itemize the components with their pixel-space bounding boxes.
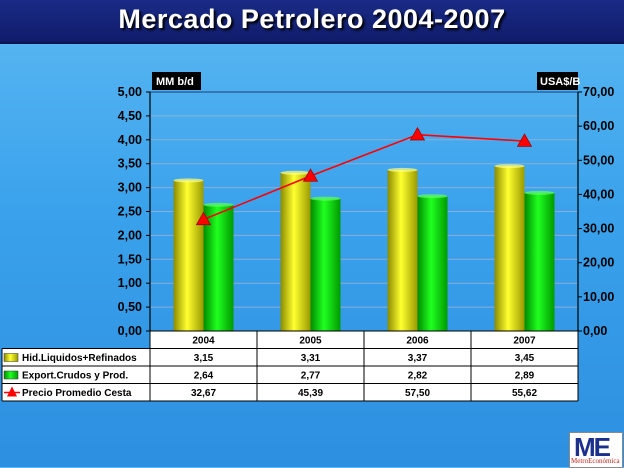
- left-axis-label-box: [152, 72, 201, 90]
- table-value-cell: 2,82: [408, 371, 428, 382]
- table-value-cell: 32,67: [191, 388, 216, 399]
- price-marker: [516, 133, 533, 147]
- bar-top: [417, 194, 448, 199]
- price-marker: [409, 126, 426, 141]
- legend-key-marker: [7, 386, 17, 397]
- left-axis-tick-label: 2,50: [118, 205, 142, 219]
- table-value-cell: 3,15: [194, 353, 214, 364]
- table-header-cell: 2006: [406, 336, 429, 347]
- bar-hid-liquidos: [173, 180, 204, 331]
- table-header-cell: 2004: [192, 336, 215, 347]
- left-axis-tick-label: 1,00: [118, 276, 142, 290]
- title-bar: Mercado Petrolero 2004-2007: [0, 0, 624, 44]
- bar-hid-liquidos: [387, 169, 418, 331]
- table-value-cell: 3,31: [301, 353, 321, 364]
- left-axis-tick-label: 4,00: [118, 133, 142, 147]
- right-axis-tick-label: 10,00: [583, 290, 614, 304]
- logo-mark: ME: [574, 432, 611, 462]
- bar-export-crudos: [524, 192, 555, 331]
- right-axis-tick-label: 20,00: [583, 256, 614, 270]
- table-header-cell: 2005: [299, 336, 322, 347]
- bar-top: [203, 202, 234, 207]
- left-axis-tick-label: 0,50: [118, 300, 142, 314]
- left-axis-label: MM b/d: [156, 76, 194, 88]
- bar-export-crudos: [417, 196, 448, 331]
- price-marker: [302, 168, 319, 182]
- metroeconomica-logo: ME MetroEconómica: [569, 432, 623, 468]
- legend-key: [3, 370, 19, 380]
- left-axis-tick-label: 5,00: [118, 85, 142, 99]
- legend-entry: Export.Crudos y Prod.: [22, 371, 128, 382]
- table-value-cell: 3,37: [408, 353, 428, 364]
- right-axis-tick-label: 60,00: [583, 119, 614, 133]
- price-line: [203, 133, 525, 221]
- bar-top: [173, 178, 204, 183]
- right-axis-label: USA$/B: [540, 76, 580, 88]
- price-marker: [195, 211, 212, 226]
- right-axis-tick-label: 50,00: [583, 153, 614, 167]
- left-axis-tick-label: 3,00: [118, 181, 142, 195]
- left-axis-tick-label: 3,50: [118, 157, 142, 171]
- bar-export-crudos: [310, 198, 341, 331]
- right-axis-tick-label: 70,00: [583, 85, 614, 99]
- bar-top: [494, 164, 525, 169]
- legend-key: [3, 353, 19, 362]
- table-header-cell: 2007: [513, 336, 536, 347]
- left-axis-tick-label: 0,00: [118, 324, 142, 338]
- table-value-cell: 2,77: [301, 371, 321, 382]
- table-value-cell: 2,89: [515, 371, 535, 382]
- table-value-cell: 45,39: [298, 388, 323, 399]
- page-title: Mercado Petrolero 2004-2007: [118, 4, 506, 34]
- bar-top: [387, 167, 418, 172]
- right-axis-tick-label: 30,00: [583, 222, 614, 236]
- bar-export-crudos: [203, 204, 234, 331]
- right-axis-label-box: [537, 72, 578, 90]
- legend-entry: Hid.Liquidos+Refinados: [22, 353, 137, 364]
- bar-hid-liquidos: [494, 166, 525, 331]
- logo-name: MetroEconómica: [571, 457, 620, 465]
- bar-hid-liquidos: [280, 172, 311, 331]
- left-axis-tick-label: 1,50: [118, 252, 142, 266]
- legend-entry: Precio Promedio Cesta: [22, 388, 132, 399]
- bar-top: [310, 196, 341, 201]
- bar-top: [524, 190, 555, 195]
- table-value-cell: 3,45: [515, 353, 535, 364]
- left-axis-tick-label: 4,50: [118, 109, 142, 123]
- table-value-cell: 57,50: [405, 388, 430, 399]
- table-row: [2, 383, 578, 401]
- bar-top: [280, 170, 311, 175]
- table-value-cell: 2,64: [194, 371, 214, 382]
- left-axis-tick-label: 2,00: [118, 228, 142, 242]
- table-row: [2, 348, 578, 366]
- table-row: [2, 366, 578, 384]
- table-value-cell: 55,62: [512, 388, 537, 399]
- right-axis-tick-label: 40,00: [583, 187, 614, 201]
- right-axis-tick-label: 0,00: [583, 324, 607, 338]
